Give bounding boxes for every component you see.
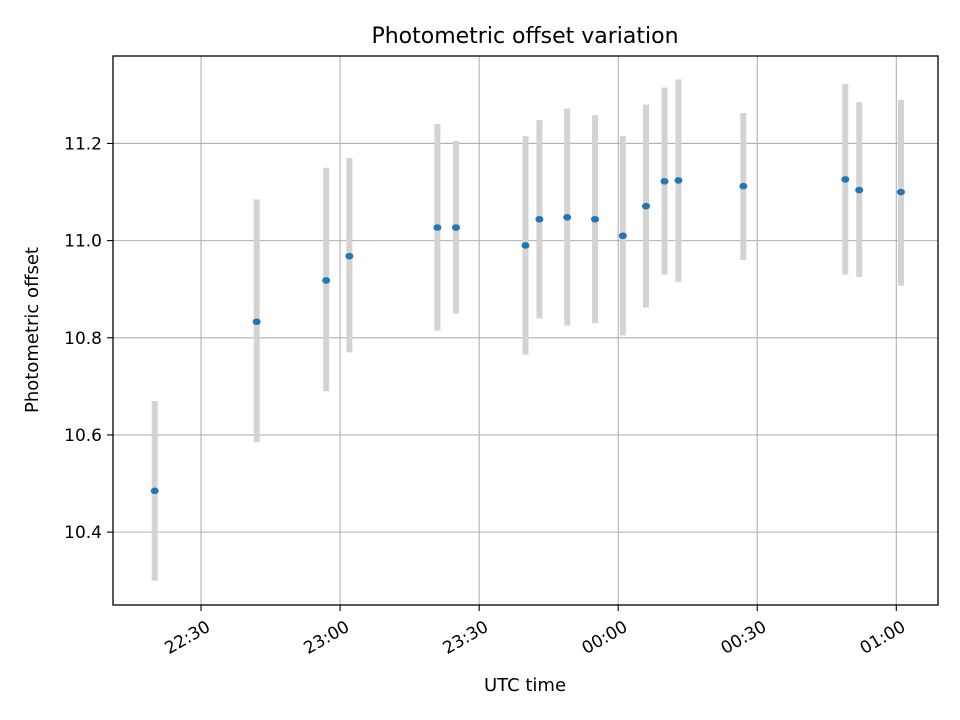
data-point xyxy=(345,252,354,260)
data-point xyxy=(739,182,748,190)
plot-area-frame xyxy=(112,55,939,606)
data-point xyxy=(451,224,460,231)
data-point xyxy=(322,277,331,284)
chart-title: Photometric offset variation xyxy=(371,24,678,49)
data-point xyxy=(433,224,442,231)
data-point xyxy=(855,186,864,194)
y-tick-label: 11.0 xyxy=(64,232,102,252)
data-point xyxy=(563,213,572,221)
data-points xyxy=(150,176,905,495)
data-point xyxy=(252,318,261,326)
data-point xyxy=(660,178,669,185)
y-tick-label: 10.6 xyxy=(64,426,102,446)
x-axis-label: UTC time xyxy=(484,675,566,696)
y-tick-label: 10.8 xyxy=(64,329,102,349)
data-point xyxy=(674,177,683,184)
data-point xyxy=(591,215,600,223)
y-axis: 10.4 10.6 10.8 11.0 11.2 xyxy=(64,134,113,543)
data-point xyxy=(535,215,544,223)
data-point xyxy=(841,176,850,183)
data-point xyxy=(521,242,530,249)
data-point xyxy=(896,188,905,196)
data-point xyxy=(150,487,159,495)
y-axis-label: Photometric offset xyxy=(22,247,43,413)
data-point xyxy=(642,202,651,210)
y-tick-label: 10.4 xyxy=(64,523,102,543)
data-point xyxy=(618,232,627,240)
y-tick-label: 11.2 xyxy=(64,134,102,154)
